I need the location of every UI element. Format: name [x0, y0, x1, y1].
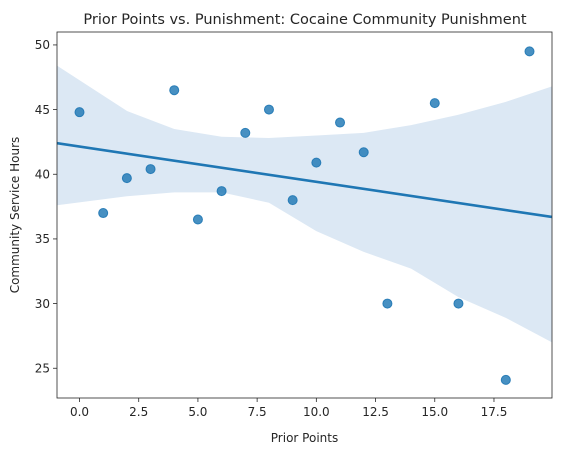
- y-tick-label: 25: [35, 362, 50, 376]
- data-point: [287, 195, 298, 206]
- y-tick-label: 30: [35, 297, 50, 311]
- plot-area: [57, 46, 552, 385]
- data-point: [453, 298, 464, 309]
- plot-frame: [56, 31, 553, 399]
- data-point: [240, 127, 251, 138]
- data-point: [121, 173, 132, 184]
- y-tick-label: 35: [35, 232, 50, 246]
- y-tick-label: 50: [35, 38, 50, 52]
- y-tick-label: 40: [35, 168, 50, 182]
- x-tick-label: 17.5: [481, 405, 508, 419]
- y-axis-label: Community Service Hours: [8, 137, 22, 294]
- data-point: [429, 98, 440, 109]
- data-point: [192, 214, 203, 225]
- x-tick-label: 10.0: [303, 405, 330, 419]
- x-tick-label: 5.0: [188, 405, 207, 419]
- data-point: [335, 117, 346, 128]
- chart-title: Prior Points vs. Punishment: Cocaine Com…: [83, 12, 527, 28]
- x-tick-label: 12.5: [362, 405, 389, 419]
- data-point: [500, 374, 511, 385]
- data-point: [524, 46, 535, 57]
- x-axis: 0.0 2.5 5.0 7.5 10.0 12.5 15.0 17.5: [70, 398, 507, 419]
- y-tick-label: 45: [35, 103, 50, 117]
- x-tick-label: 7.5: [248, 405, 267, 419]
- data-point: [382, 298, 393, 309]
- regression-line: [57, 141, 552, 219]
- y-axis: 25 30 35 40 45 50: [35, 38, 57, 376]
- data-point: [145, 164, 156, 175]
- x-tick-label: 15.0: [421, 405, 448, 419]
- data-point: [311, 157, 322, 168]
- data-point: [169, 85, 180, 96]
- data-point: [263, 104, 274, 115]
- x-tick-label: 2.5: [129, 405, 148, 419]
- data-point: [74, 107, 85, 118]
- x-axis-label: Prior Points: [271, 431, 338, 445]
- data-point: [98, 208, 109, 219]
- data-point: [216, 186, 227, 197]
- x-tick-label: 0.0: [70, 405, 89, 419]
- confidence-band: [57, 65, 552, 343]
- data-point: [358, 147, 369, 158]
